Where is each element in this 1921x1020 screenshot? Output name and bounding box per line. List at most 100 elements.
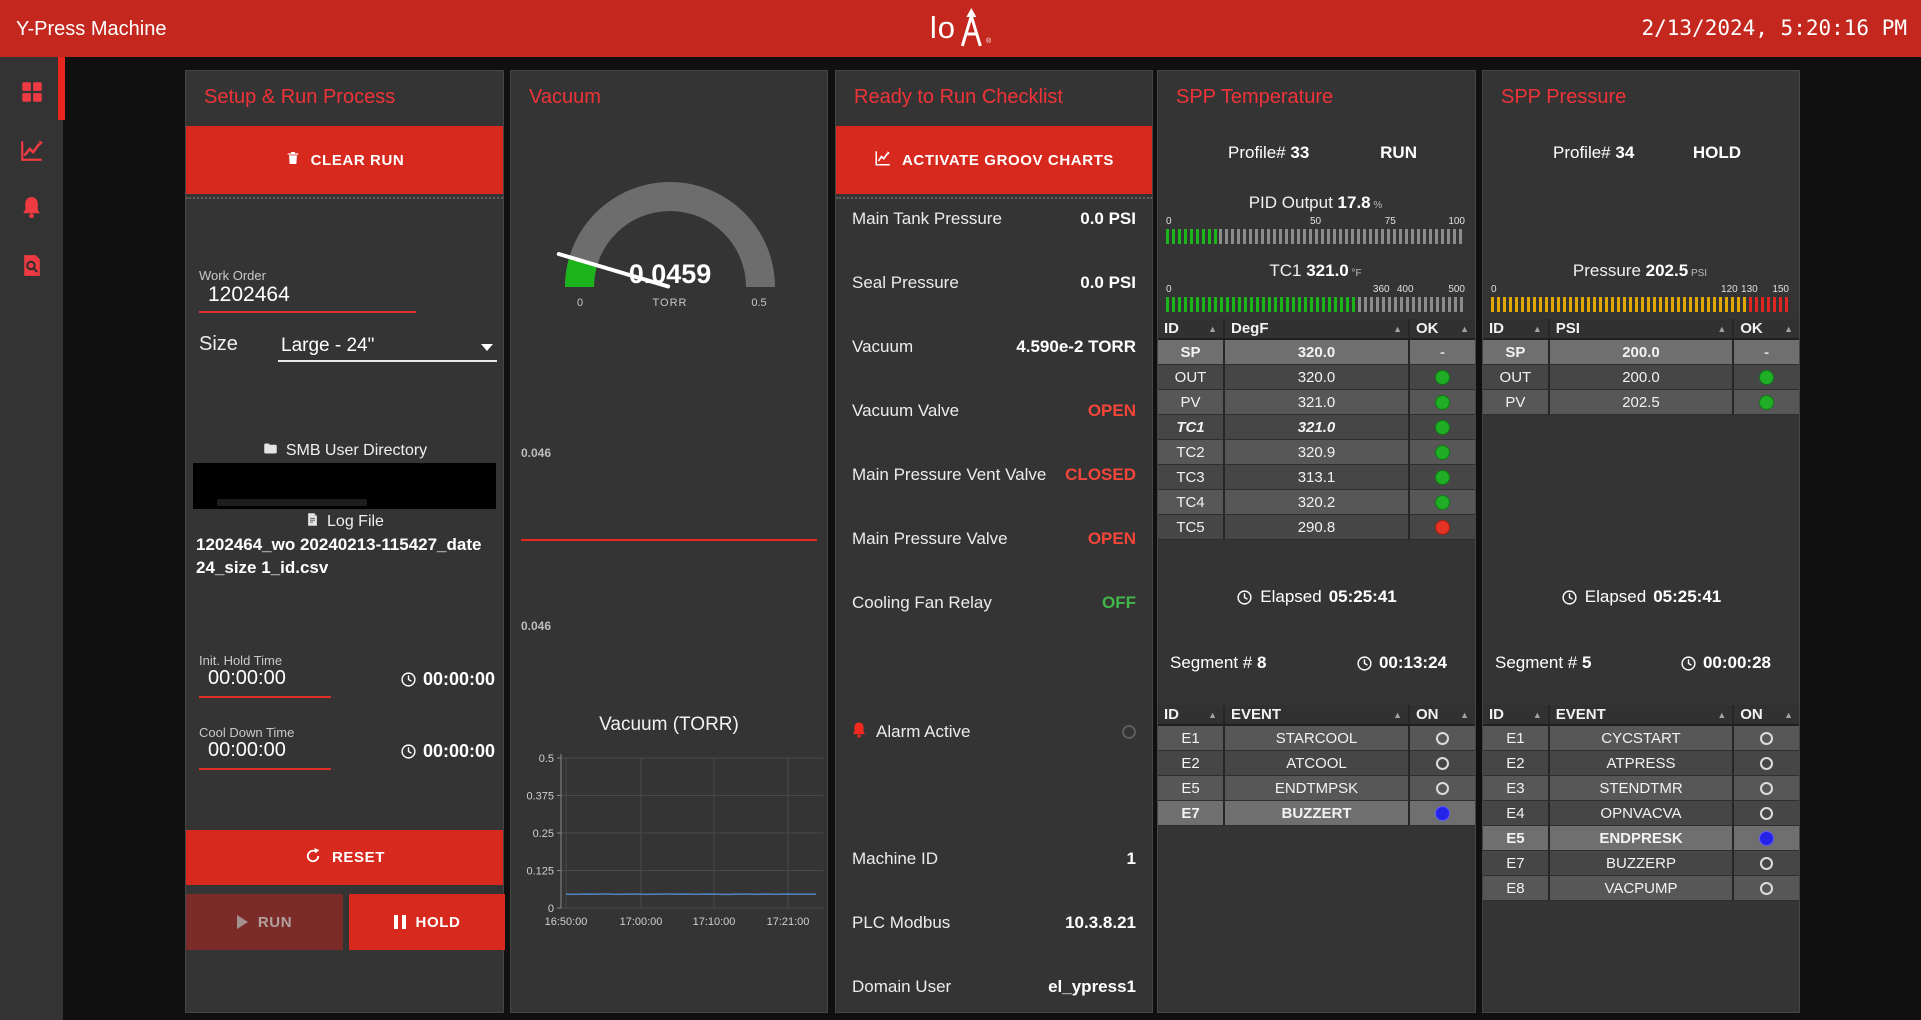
- checklist-value: 4.590e-2 TORR: [1016, 337, 1136, 356]
- sidebar-item-trends[interactable]: [0, 129, 63, 173]
- info-item: Domain User el_ypress1: [836, 955, 1152, 1019]
- sidebar-item-log-viewer[interactable]: [0, 245, 63, 289]
- table-header-cell[interactable]: OK ▲: [1734, 319, 1799, 340]
- temperature-events-table: ID ▲ EVENT ▲ ON ▲ E1 STARCOOL E2 ATCOOL E5 END…: [1158, 705, 1475, 826]
- cell-value: 321.0: [1222, 390, 1411, 415]
- table-header: ID ▲ PSI ▲ OK ▲: [1483, 319, 1799, 340]
- bar-label: TC1 321.0 °F: [1269, 261, 1362, 280]
- run-button[interactable]: RUN: [186, 894, 343, 950]
- input-underline: [199, 311, 416, 313]
- table-row: E1 CYCSTART: [1483, 726, 1799, 751]
- directory-listing-box[interactable]: [193, 463, 496, 509]
- table-header-cell[interactable]: ON ▲: [1734, 705, 1799, 726]
- sort-arrow-icon: ▲: [1717, 323, 1727, 334]
- table-header-cell[interactable]: ID ▲: [1158, 319, 1223, 340]
- table-row: E4 OPNVACVA: [1483, 801, 1799, 826]
- cell-value: 313.1: [1222, 465, 1411, 490]
- clock-icon: [1680, 655, 1697, 672]
- alarm-bell-icon: [850, 721, 868, 744]
- cell-status: [1734, 876, 1799, 901]
- init-hold-input[interactable]: 00:00:00: [208, 667, 286, 689]
- log-file-link[interactable]: Log File: [186, 511, 503, 533]
- alarm-active-label: Alarm Active: [876, 722, 971, 741]
- status-dot-green: [1759, 394, 1775, 410]
- checklist-value: OPEN: [1087, 401, 1136, 420]
- size-dropdown[interactable]: Large - 24": [281, 335, 375, 356]
- info-value: 10.3.8.21: [1065, 913, 1136, 932]
- table-header-cell[interactable]: ID ▲: [1483, 319, 1548, 340]
- sort-arrow-icon: ▲: [1532, 709, 1542, 720]
- cell-status: [1410, 365, 1475, 390]
- pid-output-bar: PID Output 17.8 % 0 50 75 100: [1166, 193, 1465, 244]
- scale-tick-label: 130: [1741, 284, 1758, 295]
- checklist-item: Main Pressure Vent Valve CLOSED: [836, 443, 1152, 507]
- elapsed-row: Elapsed 05:25:41: [1483, 587, 1799, 607]
- status-dot-green: [1759, 369, 1775, 385]
- pressure-table: ID ▲ PSI ▲ OK ▲ SP 200.0 - OUT 200.0 PV 202.5: [1483, 319, 1799, 415]
- checklist-value: OFF: [1102, 593, 1136, 612]
- table-row: SP 320.0 -: [1158, 340, 1475, 365]
- svg-text:17:00:00: 17:00:00: [620, 916, 663, 928]
- input-underline: [199, 696, 331, 698]
- table-header-cell[interactable]: ID ▲: [1483, 705, 1548, 726]
- panel-title: Setup & Run Process: [204, 86, 396, 108]
- bar-fill-segment: [1749, 297, 1789, 312]
- status-dot-off: [1436, 756, 1449, 770]
- pressure-events-table: ID ▲ EVENT ▲ ON ▲ E1 CYCSTART E2 ATPRESS E3 ST…: [1483, 705, 1799, 901]
- sidebar-item-alarms[interactable]: [0, 187, 63, 231]
- info-item: PLC Modbus 10.3.8.21: [836, 891, 1152, 955]
- log-file-name: 1202464_wo 20240213-115427_date 24_size …: [196, 535, 482, 577]
- cool-down-label: Cool Down Time: [199, 725, 295, 740]
- panel-title: Ready to Run Checklist: [854, 86, 1063, 108]
- chevron-down-icon[interactable]: [481, 344, 493, 351]
- table-row: E5 ENDTMPSK: [1158, 776, 1475, 801]
- table-row: TC5 290.8: [1158, 515, 1475, 540]
- scale-tick-label: 100: [1448, 216, 1465, 227]
- bar-fill-segment: [1491, 297, 1750, 312]
- work-order-input[interactable]: 1202464: [208, 283, 290, 306]
- table-header-cell[interactable]: EVENT ▲: [1547, 705, 1735, 726]
- checklist-value: CLOSED: [1065, 465, 1136, 484]
- cell-id: TC4: [1158, 490, 1223, 515]
- bar-scale: 0 360 400 500: [1166, 284, 1465, 297]
- table-header-cell[interactable]: DegF ▲: [1222, 319, 1411, 340]
- temperature-table: ID ▲ DegF ▲ OK ▲ SP 320.0 - OUT 320.0 PV 321.0 …: [1158, 319, 1475, 540]
- gauge-unit: TORR: [653, 297, 688, 309]
- info-value: 1: [1126, 849, 1136, 868]
- scale-tick-label: 150: [1772, 284, 1789, 295]
- reset-button[interactable]: RESET: [186, 830, 503, 885]
- table-header-cell[interactable]: ON ▲: [1410, 705, 1475, 726]
- activate-groov-charts-button[interactable]: ACTIVATE GROOV CHARTS: [836, 126, 1152, 194]
- svg-text:17:21:00: 17:21:00: [767, 916, 810, 928]
- dashboard-grid-icon: [19, 79, 45, 108]
- trend-line: [521, 539, 817, 541]
- table-header-cell[interactable]: PSI ▲: [1547, 319, 1735, 340]
- cell-status: [1410, 490, 1475, 515]
- machine-info-rows: Machine ID 1 PLC Modbus 10.3.8.21 Domain U…: [836, 827, 1152, 1019]
- scale-tick-label: 500: [1448, 284, 1465, 295]
- sidebar-item-dashboard[interactable]: [0, 71, 63, 115]
- document-search-icon: [19, 253, 44, 281]
- dropdown-underline: [278, 360, 497, 362]
- cell-id: OUT: [1158, 365, 1223, 390]
- clear-run-button[interactable]: CLEAR RUN: [186, 126, 503, 194]
- cell-status: [1734, 365, 1799, 390]
- cell-id: E3: [1483, 776, 1548, 801]
- trend-low-label: 0.046: [521, 619, 552, 633]
- smb-directory-link[interactable]: SMB User Directory: [186, 441, 503, 461]
- cool-down-input[interactable]: 00:00:00: [208, 739, 286, 761]
- cell-status: [1410, 801, 1475, 826]
- table-header-cell[interactable]: OK ▲: [1410, 319, 1475, 340]
- sidebar: [0, 57, 65, 1020]
- table-row: E5 ENDPRESK: [1483, 826, 1799, 851]
- bell-icon: [19, 195, 44, 223]
- play-icon: [236, 915, 248, 929]
- tc1-bar: TC1 321.0 °F 0 360 400 500: [1166, 261, 1465, 312]
- cell-value: VACPUMP: [1547, 876, 1735, 901]
- table-header-cell[interactable]: ID ▲: [1158, 705, 1223, 726]
- brand-logo-text: lo: [929, 10, 956, 45]
- hold-button[interactable]: HOLD: [349, 894, 505, 950]
- table-row: SP 200.0 -: [1483, 340, 1799, 365]
- checklist-label: Main Pressure Vent Valve: [852, 465, 1047, 484]
- table-header-cell[interactable]: EVENT ▲: [1222, 705, 1411, 726]
